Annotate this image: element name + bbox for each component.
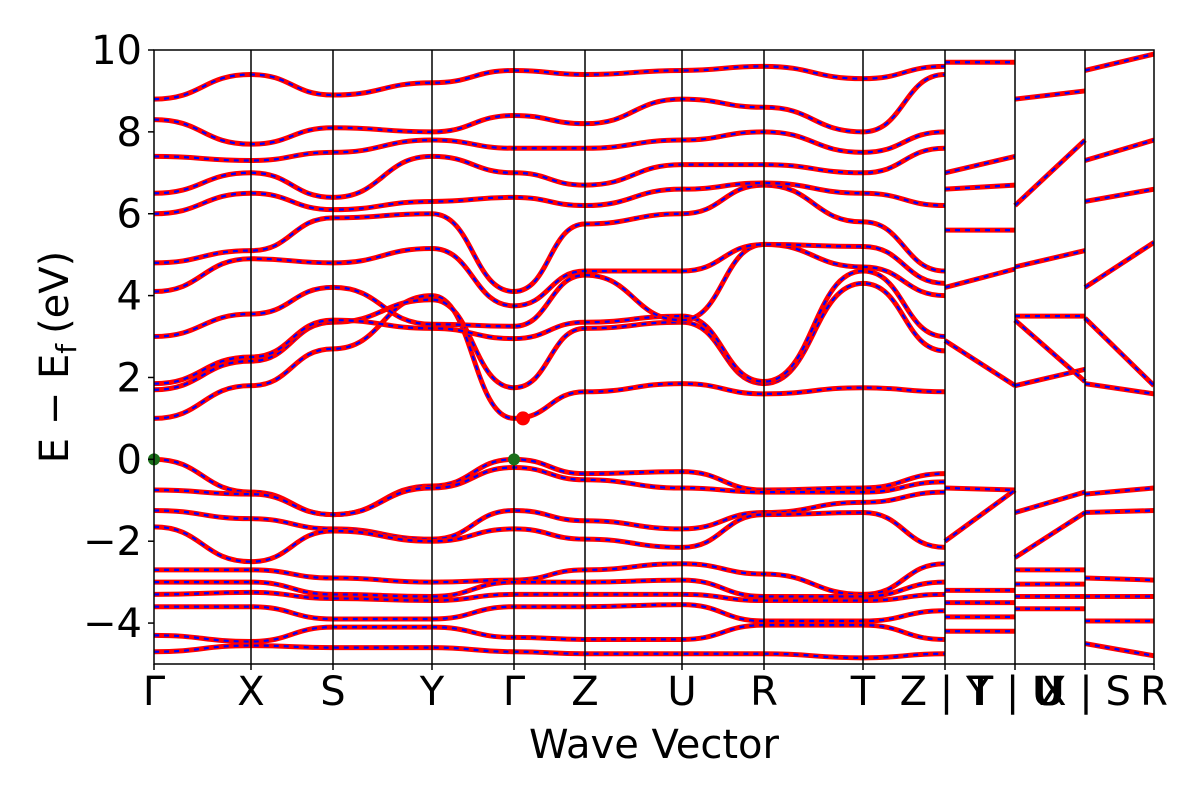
band-line-solid <box>154 602 946 624</box>
kpoint-lines <box>250 50 1086 664</box>
band-line-dashed <box>1084 241 1154 289</box>
x-tick-label: Z <box>571 669 598 715</box>
band-line-dashed <box>944 183 1016 191</box>
y-tick-label: 4 <box>117 274 142 320</box>
band-line-dashed <box>154 65 946 101</box>
band-line-dashed <box>1084 509 1154 514</box>
band-line-dashed <box>1084 576 1154 582</box>
band-line-dashed <box>154 644 946 659</box>
x-tick-label: X | S <box>1039 669 1131 715</box>
band-line-solid <box>1013 138 1087 208</box>
band-line-dashed <box>944 267 1016 289</box>
band-line-dashed <box>1084 317 1154 387</box>
band-line-dashed <box>1014 491 1086 514</box>
band-line-dashed <box>154 490 946 541</box>
band-line-dashed <box>154 147 946 199</box>
y-tick-label: 0 <box>117 437 142 483</box>
band-line-solid <box>154 182 946 295</box>
band-line-dashed <box>154 73 946 146</box>
band-line-dashed <box>944 339 1016 387</box>
band-line-dashed <box>154 591 946 602</box>
band-line-dashed <box>154 282 946 391</box>
bands-layer <box>154 51 1154 661</box>
x-tick-label: Γ <box>143 669 166 715</box>
band-line-dashed <box>1014 511 1086 559</box>
band-line-dashed <box>1014 368 1086 387</box>
cbm-marker <box>516 411 530 426</box>
y-axis-label-main: E − E <box>32 354 78 464</box>
y-ticks: −4 −2 0 2 4 6 8 10 <box>83 28 154 647</box>
markers-layer <box>148 411 530 466</box>
band-line-dashed <box>1084 188 1154 203</box>
band-line-dashed <box>1084 382 1154 395</box>
band-line-solid <box>1013 318 1087 384</box>
y-axis-label-subscript: f <box>50 343 83 354</box>
x-tick-label: Y <box>419 669 445 715</box>
y-tick-label: 8 <box>117 110 142 156</box>
x-tick-label-overlay: T <box>967 669 993 715</box>
x-tick-label: S <box>320 669 345 715</box>
band-line-dashed <box>1084 138 1154 162</box>
band-line-dashed <box>154 243 946 307</box>
plot-frame <box>153 49 1155 665</box>
x-tick-label: R <box>750 669 778 715</box>
x-tick-label: X <box>237 669 264 715</box>
band-line-dashed <box>154 578 946 598</box>
y-tick-label: −4 <box>83 601 142 647</box>
band-line-dashed <box>154 130 946 162</box>
band-line-dashed <box>154 458 946 516</box>
x-tick-label: Z | Y <box>900 669 991 715</box>
y-tick-label: 2 <box>117 355 142 401</box>
x-tick-label-overlay: U <box>1035 669 1064 715</box>
x-tick-label: R <box>1140 669 1168 715</box>
band-line-dashed <box>944 489 1016 543</box>
y-axis-label: E − Ef (eV) <box>32 251 83 464</box>
band-line-dashed <box>1084 642 1154 657</box>
y-tick-label: 6 <box>117 192 142 238</box>
band-line-dashed <box>1084 486 1154 496</box>
band-line-dashed <box>154 562 946 596</box>
band-line-dashed <box>154 511 946 563</box>
band-line-dashed <box>154 181 946 215</box>
y-tick-label: −2 <box>83 519 142 565</box>
x-tick-label: U <box>667 669 696 715</box>
vbm-marker <box>508 453 520 466</box>
band-line-dashed <box>944 155 1016 174</box>
y-axis-label-unit: (eV) <box>32 251 78 334</box>
x-tick-label: T <box>850 669 876 715</box>
band-line-solid <box>154 465 946 518</box>
y-tick-label: 10 <box>91 28 142 74</box>
band-line-dashed <box>1084 53 1154 72</box>
x-axis-label: Wave Vector <box>529 722 780 768</box>
band-line-dashed <box>1014 249 1086 269</box>
band-line-dashed <box>154 243 946 338</box>
band-line-dashed <box>944 486 1016 492</box>
x-tick-label: Γ <box>503 669 526 715</box>
band-line-dashed <box>154 269 946 385</box>
band-line-dashed <box>1014 89 1086 101</box>
band-line-dashed <box>154 624 946 643</box>
x-tick-label: T | U <box>968 669 1062 715</box>
